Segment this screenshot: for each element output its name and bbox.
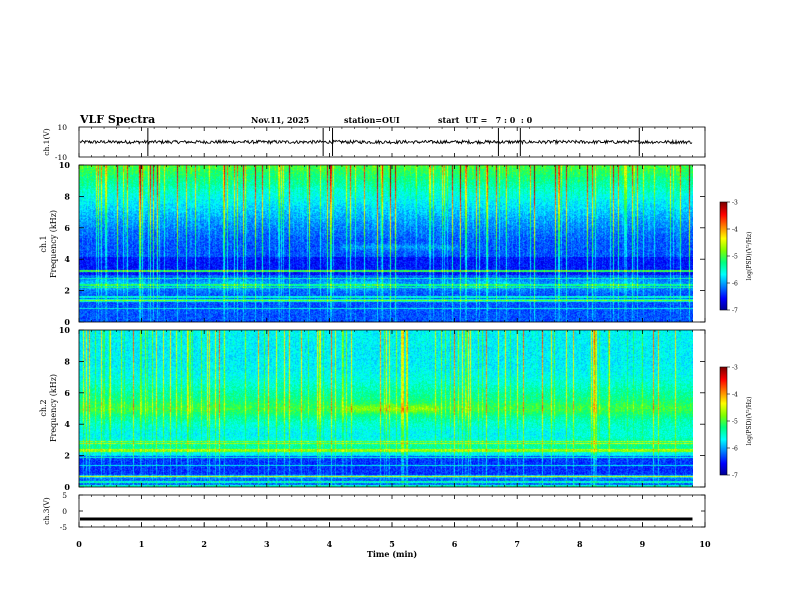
ch1-waveform-trace: [79, 128, 693, 156]
spectrogram-ytick-label: 6: [64, 223, 70, 233]
colorbar-tick-label: -3: [732, 200, 738, 207]
time-axis-tick-label: 6: [452, 539, 458, 549]
time-axis-tick-label: 8: [577, 539, 583, 549]
spectrogram-ytick-label: 10: [59, 325, 71, 335]
spectrogram-ytick-label: 6: [64, 388, 70, 398]
ch2-spectrogram-panel: 0 2 4 6 8 10 ch.2 Frequency (kHz) -3 -4 -5 -6 -7 l…: [39, 325, 753, 492]
ch3-waveform-ytick-label: 5: [62, 491, 67, 500]
ch3-waveform-yticks: 5 0 -5: [60, 491, 705, 532]
colorbar-label: log(PSD)(V²/Hz): [746, 232, 753, 281]
ch1-spectrogram-ylabel: Frequency (kHz): [49, 210, 58, 278]
ch2-channel-label: ch.2: [39, 399, 48, 416]
spectrogram-ytick-label: 4: [64, 419, 70, 429]
figure-title: VLF Spectra: [79, 113, 155, 126]
time-axis: 0 1 2 3 4 5 6 7 8 9 10: [76, 127, 711, 549]
ch1-waveform-ytick-top: 10: [57, 123, 67, 132]
colorbar-tick-label: -7: [732, 308, 738, 315]
spectrogram-ytick-label: 8: [64, 356, 70, 366]
ch2-spectrogram-yticks: 0 2 4 6 8 10: [59, 325, 705, 492]
spectrogram-ytick-label: 0: [64, 317, 70, 327]
spectrogram-ytick-label: 2: [64, 286, 70, 296]
spectrogram-ytick-label: 2: [64, 451, 70, 461]
header-station: station=OUI: [344, 115, 400, 125]
ch3-waveform-panel: 5 0 -5 ch.3(V): [42, 491, 706, 532]
ch1-spectrogram-yticks: 0 2 4 6 8 10: [59, 160, 705, 327]
ch2-spectrogram-ylabel: Frequency (kHz): [49, 374, 58, 442]
spectrogram-ytick-label: 8: [64, 191, 70, 201]
ch1-channel-label: ch.1: [39, 235, 48, 252]
spectrogram-ytick-label: 4: [64, 254, 70, 264]
ch3-waveform-ytick-label: 0: [62, 507, 67, 516]
colorbar-gradient: [720, 202, 727, 310]
header-date: Nov.11, 2025: [251, 115, 309, 125]
time-axis-tick-label: 2: [201, 539, 207, 549]
ch1-colorbar: -3 -4 -5 -6 -7 log(PSD)(V²/Hz): [719, 200, 753, 315]
colorbar-tick-label: -6: [732, 446, 738, 453]
ch1-waveform-line: [79, 138, 693, 146]
ch3-waveform-ytick-label: -5: [60, 523, 68, 532]
spectrogram-ytick-label: 0: [64, 482, 70, 492]
colorbar-tick-label: -5: [732, 254, 738, 261]
ch1-spectrogram-image: [79, 165, 693, 322]
ch3-waveform-ylabel: ch.3(V): [42, 497, 51, 525]
time-axis-tick-label: 4: [327, 539, 333, 549]
time-axis-tick-label: 9: [640, 539, 646, 549]
time-axis-tick-label: 0: [76, 539, 82, 549]
time-axis-tick-label: 5: [389, 539, 395, 549]
colorbar-tick-label: -5: [732, 419, 738, 426]
time-axis-tick-label: 3: [264, 539, 270, 549]
ch2-spectrogram-image: [79, 330, 693, 487]
colorbar-tick-label: -6: [732, 281, 738, 288]
colorbar-tick-label: -4: [732, 392, 738, 399]
colorbar-tick-label: -3: [732, 365, 738, 372]
ch1-spectrogram-panel: 0 2 4 6 8 10 ch.1 Frequency (kHz) -3 -4 -5 -6 -7 l…: [39, 160, 753, 327]
ch1-waveform-ylabel: ch.1(V): [42, 128, 51, 156]
time-axis-tick-label: 1: [139, 539, 145, 549]
time-axis-tick-label: 7: [514, 539, 520, 549]
time-axis-label: Time (min): [367, 549, 417, 559]
ch1-waveform-panel: 10 -10 ch.1(V): [42, 123, 706, 162]
colorbar-gradient: [720, 367, 727, 475]
ch1-waveform-ytick-bottom: -10: [55, 153, 67, 162]
ch2-colorbar: -3 -4 -5 -6 -7 log(PSD)(V²/Hz): [719, 365, 753, 480]
colorbar-tick-label: -4: [732, 227, 738, 234]
colorbar-label: log(PSD)(V²/Hz): [746, 397, 753, 446]
colorbar-tick-label: -7: [732, 473, 738, 480]
header-start-time: start UT = 7 : 0 : 0: [438, 115, 533, 125]
time-axis-tick-label: 10: [699, 539, 711, 549]
spectrogram-ytick-label: 10: [59, 160, 71, 170]
